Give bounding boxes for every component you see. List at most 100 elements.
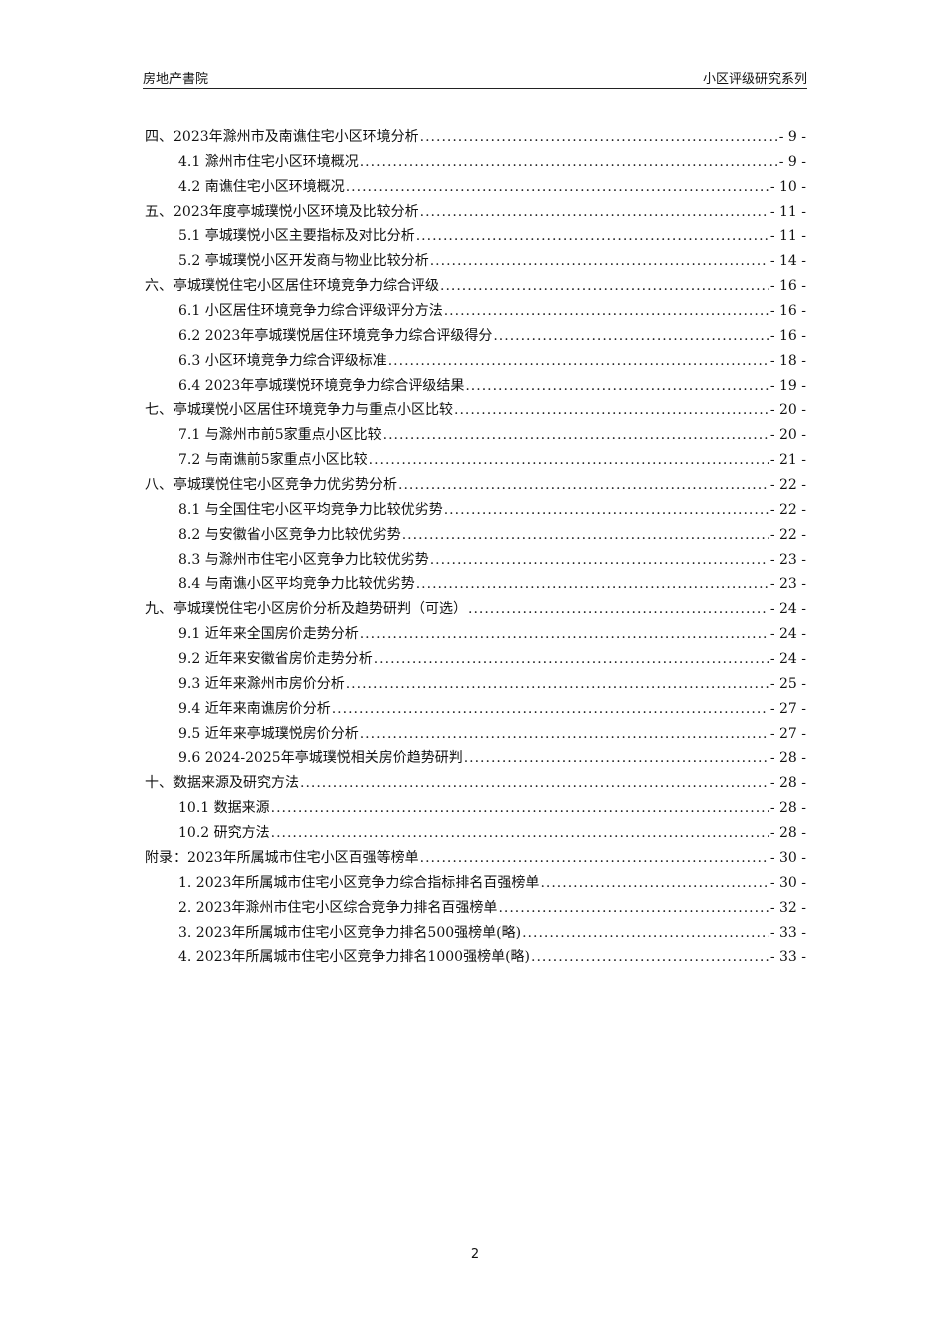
dot-leader [465, 375, 768, 397]
dot-leader [416, 225, 769, 247]
toc-entry-title: 8.2 与安徽省小区竞争力比较优劣势 [178, 526, 401, 543]
dot-leader [430, 250, 769, 272]
toc-entry[interactable]: 1. 2023年所属城市住宅小区竞争力综合指标排名百强榜单 - 30 - [145, 872, 806, 897]
dot-leader [360, 151, 778, 173]
toc-entry-page: - 27 - [769, 725, 806, 742]
toc-entry-page: - 22 - [769, 501, 806, 518]
toc-entry[interactable]: 8.1 与全国住宅小区平均竞争力比较优劣势 - 22 - [145, 499, 806, 524]
dot-leader [346, 176, 769, 198]
toc-entry-page: - 18 - [769, 352, 806, 369]
toc-entry[interactable]: 4. 2023年所属城市住宅小区竞争力排名1000强榜单(略) - 33 - [145, 946, 806, 971]
toc-entry[interactable]: 六、亭城璞悦住宅小区居住环境竞争力综合评级 - 16 - [145, 275, 806, 300]
dot-leader [440, 275, 769, 297]
toc-entry-page: - 22 - [769, 477, 806, 494]
toc-entry[interactable]: 7.1 与滁州市前5家重点小区比较 - 20 - [145, 424, 806, 449]
dot-leader [420, 847, 769, 869]
toc-entry[interactable]: 3. 2023年所属城市住宅小区竞争力排名500强榜单(略) - 33 - [145, 922, 806, 947]
toc-entry-page: - 32 - [769, 899, 806, 916]
toc-entry[interactable]: 9.5 近年来亭城璞悦房价分析 - 27 - [145, 723, 806, 748]
toc-entry-page: - 20 - [769, 402, 806, 419]
toc-entry-page: - 22 - [769, 526, 806, 543]
toc-entry-title: 五、2023年度亭城璞悦小区环境及比较分析 [145, 203, 419, 220]
toc-entry-page: - 30 - [769, 874, 806, 891]
toc-entry-title: 4.1 滁州市住宅小区环境概况 [178, 153, 359, 170]
dot-leader [374, 648, 769, 670]
toc-entry[interactable]: 5.1 亭城璞悦小区主要指标及对比分析 - 11 - [145, 225, 806, 250]
toc-entry[interactable]: 8.3 与滁州市住宅小区竞争力比较优劣势 - 23 - [145, 549, 806, 574]
toc-entry-title: 5.2 亭城璞悦小区开发商与物业比较分析 [178, 253, 429, 270]
toc-entry[interactable]: 八、亭城璞悦住宅小区竞争力优劣势分析 - 22 - [145, 474, 806, 499]
header-left-title: 房地产書院 [143, 72, 209, 87]
toc-entry-page: - 11 - [769, 203, 806, 220]
toc-entry[interactable]: 4.1 滁州市住宅小区环境概况 - 9 - [145, 151, 806, 176]
toc-entry[interactable]: 四、2023年滁州市及南谯住宅小区环境分析 - 9 - [145, 126, 806, 151]
toc-entry-page: - 20 - [769, 427, 806, 444]
toc-entry[interactable]: 4.2 南谯住宅小区环境概况 - 10 - [145, 176, 806, 201]
toc-entry[interactable]: 8.4 与南谯小区平均竞争力比较优劣势 - 23 - [145, 573, 806, 598]
toc-entry-title: 附录：2023年所属城市住宅小区百强等榜单 [145, 849, 419, 866]
toc-entry[interactable]: 7.2 与南谯前5家重点小区比较 - 21 - [145, 449, 806, 474]
dot-leader [444, 499, 769, 521]
dot-leader [420, 126, 778, 148]
toc-entry-page: - 33 - [769, 924, 806, 941]
toc-entry-page: - 19 - [769, 377, 806, 394]
dot-leader [522, 922, 769, 944]
toc-entry-page: - 10 - [769, 178, 806, 195]
toc-entry-title: 八、亭城璞悦住宅小区竞争力优劣势分析 [145, 477, 397, 494]
toc-entry-page: - 16 - [769, 327, 806, 344]
toc-entry-page: - 14 - [769, 253, 806, 270]
toc-entry-title: 8.3 与滁州市住宅小区竞争力比较优劣势 [178, 551, 429, 568]
toc-entry[interactable]: 9.2 近年来安徽省房价走势分析 - 24 - [145, 648, 806, 673]
toc-entry-title: 6.3 小区环境竞争力综合评级标准 [178, 352, 387, 369]
toc-entry-title: 9.3 近年来滁州市房价分析 [178, 675, 345, 692]
toc-entry[interactable]: 附录：2023年所属城市住宅小区百强等榜单 - 30 - [145, 847, 806, 872]
toc-entry-page: - 28 - [769, 750, 806, 767]
toc-entry[interactable]: 10.2 研究方法 - 28 - [145, 822, 806, 847]
toc-entry-title: 8.1 与全国住宅小区平均竞争力比较优劣势 [178, 501, 443, 518]
toc-entry[interactable]: 6.2 2023年亭城璞悦居住环境竞争力综合评级得分 - 16 - [145, 325, 806, 350]
dot-leader [360, 723, 769, 745]
toc-entry[interactable]: 10.1 数据来源 - 28 - [145, 797, 806, 822]
dot-leader [493, 325, 768, 347]
toc-entry-title: 九、亭城璞悦住宅小区房价分析及趋势研判（可选） [145, 601, 467, 618]
toc-entry-page: - 28 - [769, 775, 806, 792]
toc-entry[interactable]: 9.4 近年来南谯房价分析 - 27 - [145, 698, 806, 723]
toc-entry-title: 5.1 亭城璞悦小区主要指标及对比分析 [178, 228, 415, 245]
dot-leader [464, 747, 769, 769]
toc-entry-page: - 11 - [769, 228, 806, 245]
toc-entry[interactable]: 2. 2023年滁州市住宅小区综合竞争力排名百强榜单 - 32 - [145, 897, 806, 922]
toc-entry[interactable]: 七、亭城璞悦小区居住环境竞争力与重点小区比较 - 20 - [145, 399, 806, 424]
toc-entry[interactable]: 九、亭城璞悦住宅小区房价分析及趋势研判（可选） - 24 - [145, 598, 806, 623]
toc-entry-page: - 9 - [778, 129, 806, 145]
dot-leader [398, 474, 769, 496]
toc-entry-page: - 30 - [769, 849, 806, 866]
toc-entry-title: 6.4 2023年亭城璞悦环境竞争力综合评级结果 [178, 377, 465, 394]
toc-entry[interactable]: 9.6 2024-2025年亭城璞悦相关房价趋势研判 - 28 - [145, 747, 806, 772]
toc-entry-page: - 21 - [769, 452, 806, 469]
dot-leader [540, 872, 768, 894]
toc-entry-title: 1. 2023年所属城市住宅小区竞争力综合指标排名百强榜单 [178, 874, 540, 891]
toc-entry[interactable]: 十、数据来源及研究方法 - 28 - [145, 772, 806, 797]
dot-leader [416, 573, 769, 595]
toc-entry[interactable]: 6.3 小区环境竞争力综合评级标准 - 18 - [145, 350, 806, 375]
toc-entry[interactable]: 五、2023年度亭城璞悦小区环境及比较分析 - 11 - [145, 201, 806, 226]
dot-leader [430, 549, 769, 571]
toc-entry-title: 7.2 与南谯前5家重点小区比较 [178, 452, 368, 469]
toc-entry-page: - 23 - [769, 576, 806, 593]
toc-entry[interactable]: 9.1 近年来全国房价走势分析 - 24 - [145, 623, 806, 648]
dot-leader [531, 946, 769, 968]
toc-entry[interactable]: 9.3 近年来滁州市房价分析 - 25 - [145, 673, 806, 698]
toc-entry-page: - 16 - [769, 303, 806, 320]
toc-entry[interactable]: 5.2 亭城璞悦小区开发商与物业比较分析 - 14 - [145, 250, 806, 275]
toc-entry-title: 2. 2023年滁州市住宅小区综合竞争力排名百强榜单 [178, 899, 498, 916]
dot-leader [420, 201, 769, 223]
toc-entry-title: 四、2023年滁州市及南谯住宅小区环境分析 [145, 129, 419, 145]
toc-entry-title: 3. 2023年所属城市住宅小区竞争力排名500强榜单(略) [178, 924, 522, 941]
toc-entry[interactable]: 6.1 小区居住环境竞争力综合评级评分方法 - 16 - [145, 300, 806, 325]
dot-leader [402, 524, 769, 546]
toc-entry-page: - 27 - [769, 700, 806, 717]
toc-entry[interactable]: 8.2 与安徽省小区竞争力比较优劣势 - 22 - [145, 524, 806, 549]
toc-entry[interactable]: 6.4 2023年亭城璞悦环境竞争力综合评级结果 - 19 - [145, 375, 806, 400]
toc-entry-page: - 24 - [769, 626, 806, 643]
toc-entry-title: 9.6 2024-2025年亭城璞悦相关房价趋势研判 [178, 750, 463, 767]
